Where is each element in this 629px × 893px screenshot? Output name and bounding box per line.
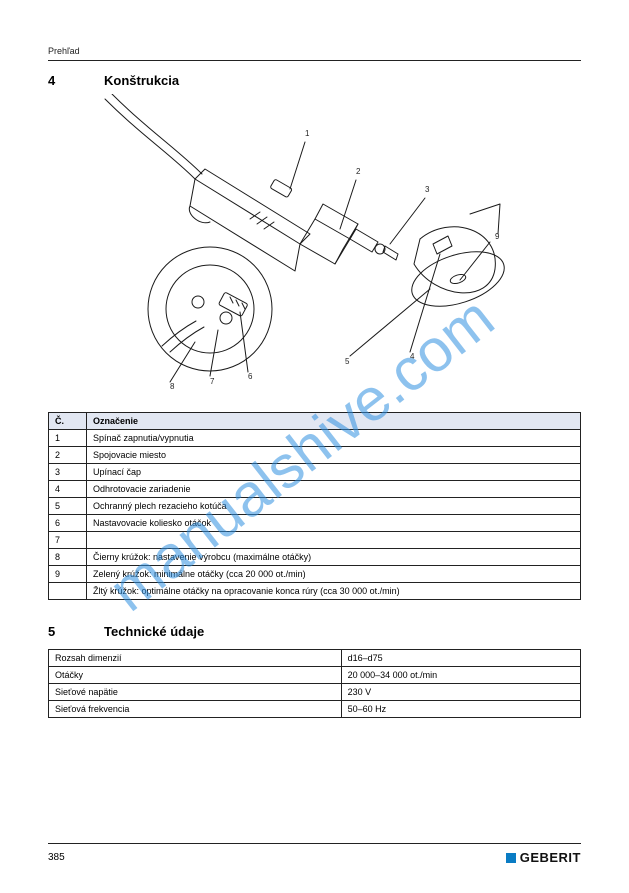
svg-text:7: 7 [210, 377, 215, 386]
table-row: Sieťové napätie230 V [49, 684, 581, 701]
parts-table: Č. Označenie 1Spínač zapnutia/vypnutia2S… [48, 412, 581, 600]
cell-number: 2 [49, 447, 87, 464]
col-number: Č. [49, 413, 87, 430]
table-row: Otáčky20 000–34 000 ot./min [49, 667, 581, 684]
heading-number: 4 [48, 73, 86, 88]
heading-text: Technické údaje [104, 624, 204, 639]
footer-rule [48, 843, 581, 844]
table-row: 3Upínací čap [49, 464, 581, 481]
page-number: 385 [48, 852, 65, 863]
svg-text:1: 1 [305, 129, 310, 138]
cell-designation: Spojovacie miesto [87, 447, 581, 464]
spec-value: 20 000–34 000 ot./min [341, 667, 580, 684]
table-row: 8Čierny krúžok: nastavenie výrobcu (maxi… [49, 549, 581, 566]
table-row: Sieťová frekvencia50–60 Hz [49, 701, 581, 718]
tool-diagram: 1 2 3 4 5 6 7 8 9 [48, 94, 581, 404]
heading-text: Konštrukcia [104, 73, 179, 88]
cell-designation: Nastavovacie koliesko otáčok [87, 515, 581, 532]
cell-designation: Zelený krúžok: minimálne otáčky (cca 20 … [87, 566, 581, 583]
spec-name: Rozsah dimenzií [49, 650, 342, 667]
cell-designation: Ochranný plech rezacieho kotúča [87, 498, 581, 515]
table-row: 7 [49, 532, 581, 549]
cell-number: 4 [49, 481, 87, 498]
svg-text:2: 2 [356, 167, 361, 176]
cell-number: 9 [49, 566, 87, 583]
logo-square-icon [506, 853, 516, 863]
table-row: 9Zelený krúžok: minimálne otáčky (cca 20… [49, 566, 581, 583]
spec-value: 50–60 Hz [341, 701, 580, 718]
heading-construction: 4 Konštrukcia [48, 73, 581, 88]
cell-number: 1 [49, 430, 87, 447]
cell-number: 7 [49, 532, 87, 549]
svg-text:9: 9 [495, 232, 500, 241]
cell-designation: Žltý krúžok: optimálne otáčky na opracov… [87, 583, 581, 600]
cell-designation: Upínací čap [87, 464, 581, 481]
spec-name: Sieťová frekvencia [49, 701, 342, 718]
logo-text: GEBERIT [520, 850, 581, 865]
table-row: Žltý krúžok: optimálne otáčky na opracov… [49, 583, 581, 600]
spec-table: Rozsah dimenziíd16–d75Otáčky20 000–34 00… [48, 649, 581, 718]
cell-number: 8 [49, 549, 87, 566]
brand-logo: GEBERIT [506, 850, 581, 865]
table-row: Rozsah dimenziíd16–d75 [49, 650, 581, 667]
table-row: 6Nastavovacie koliesko otáčok [49, 515, 581, 532]
heading-number: 5 [48, 624, 86, 639]
svg-text:4: 4 [410, 352, 415, 361]
col-designation: Označenie [87, 413, 581, 430]
table-header-row: Č. Označenie [49, 413, 581, 430]
cell-designation: Čierny krúžok: nastavenie výrobcu (maxim… [87, 549, 581, 566]
cell-number: 3 [49, 464, 87, 481]
section-label: Prehľad [48, 46, 581, 56]
svg-text:3: 3 [425, 185, 430, 194]
cell-designation: Spínač zapnutia/vypnutia [87, 430, 581, 447]
cell-number: 6 [49, 515, 87, 532]
cell-designation [87, 532, 581, 549]
cell-number [49, 583, 87, 600]
spec-name: Otáčky [49, 667, 342, 684]
svg-text:5: 5 [345, 357, 350, 366]
spec-value: d16–d75 [341, 650, 580, 667]
heading-specs: 5 Technické údaje [48, 624, 581, 639]
top-rule [48, 60, 581, 61]
svg-text:6: 6 [248, 372, 253, 381]
cell-designation: Odhrotovacie zariadenie [87, 481, 581, 498]
svg-text:8: 8 [170, 382, 175, 391]
table-row: 1Spínač zapnutia/vypnutia [49, 430, 581, 447]
spec-name: Sieťové napätie [49, 684, 342, 701]
spec-value: 230 V [341, 684, 580, 701]
table-row: 5Ochranný plech rezacieho kotúča [49, 498, 581, 515]
cell-number: 5 [49, 498, 87, 515]
page-footer: 385 GEBERIT [48, 843, 581, 865]
table-row: 2Spojovacie miesto [49, 447, 581, 464]
table-row: 4Odhrotovacie zariadenie [49, 481, 581, 498]
